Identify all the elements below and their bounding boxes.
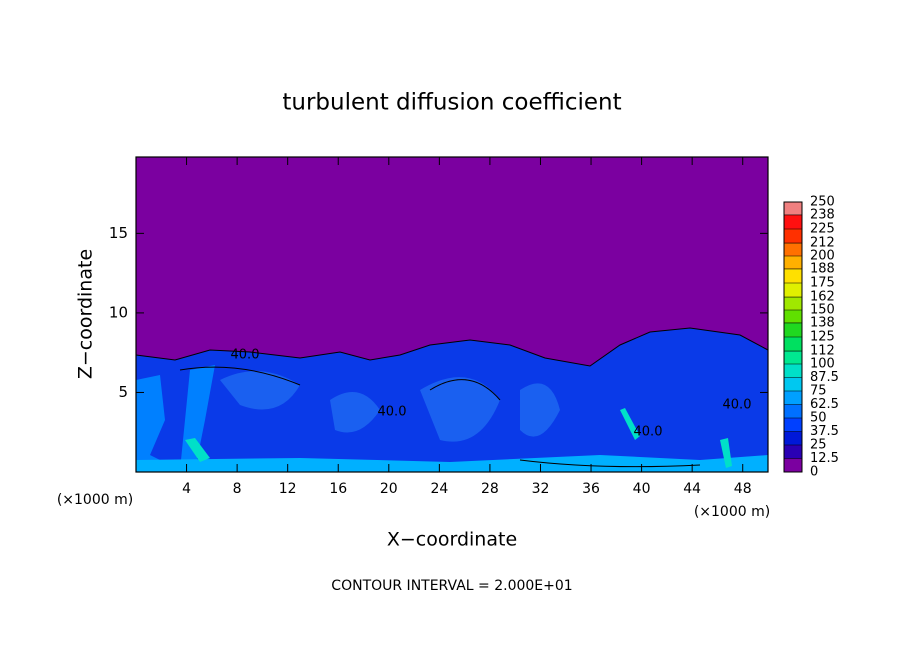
x-tick-label: 40 xyxy=(633,481,651,497)
colorbar-band xyxy=(784,229,802,244)
x-tick-label: 12 xyxy=(279,481,297,497)
colorbar-band xyxy=(784,322,802,337)
colorbar-label: 150 xyxy=(810,303,835,318)
colorbar-band xyxy=(784,458,802,472)
colorbar-label: 62.5 xyxy=(810,397,839,412)
colorbar-label: 125 xyxy=(810,330,835,345)
colorbar-label: 0 xyxy=(810,465,818,480)
colorbar-label: 200 xyxy=(810,249,835,264)
y-tick-label: 10 xyxy=(109,303,128,321)
colorbar-label: 175 xyxy=(810,276,835,291)
x-tick-label: 28 xyxy=(481,481,499,497)
colorbar-label: 238 xyxy=(810,207,835,222)
colorbar-band xyxy=(784,268,802,283)
colorbar-band xyxy=(784,337,802,352)
x-tick-label: 16 xyxy=(329,481,347,497)
colorbar-band xyxy=(784,404,802,418)
field xyxy=(135,157,769,472)
x-tick-label: 4 xyxy=(182,481,191,497)
colorbar-band xyxy=(784,431,802,445)
x-tick-label: 32 xyxy=(532,481,550,497)
colorbar-label: 50 xyxy=(810,411,827,426)
colorbar-label: 162 xyxy=(810,290,835,305)
colorbar-label: 138 xyxy=(810,315,835,330)
y-axis-label: Z−coordinate xyxy=(75,249,97,379)
contour-label: 40.0 xyxy=(378,405,407,420)
x-tick-label: 44 xyxy=(683,481,701,497)
colorbar-label: 212 xyxy=(810,236,835,251)
colorbar-label: 225 xyxy=(810,222,835,237)
contour-label: 40.0 xyxy=(231,348,260,363)
y-tick-label: 15 xyxy=(109,224,128,242)
x-tick-label: 48 xyxy=(734,481,752,497)
contour-label: 40.0 xyxy=(634,425,663,440)
colorbar-band xyxy=(784,214,802,229)
x-axis-label: X−coordinate xyxy=(387,529,517,551)
field-region xyxy=(220,371,560,442)
colorbar-label: 100 xyxy=(810,357,835,372)
colorbar-label: 87.5 xyxy=(810,370,839,385)
colorbar-band xyxy=(784,256,802,269)
colorbar-label: 112 xyxy=(810,344,835,359)
colorbar-label: 250 xyxy=(810,195,835,210)
colorbar-band xyxy=(784,391,802,405)
contour-label: 40.0 xyxy=(723,398,752,413)
y-tick-label: 5 xyxy=(118,383,128,401)
chart-title: turbulent diffusion coefficient xyxy=(282,90,621,116)
colorbar-band xyxy=(784,297,802,310)
field-region xyxy=(136,455,768,472)
colorbar-band xyxy=(784,418,802,432)
x-unit-label: (×1000 m) xyxy=(694,504,770,520)
colorbar-band xyxy=(784,310,802,323)
colorbar-band xyxy=(784,202,802,215)
colorbar-label: 75 xyxy=(810,384,827,399)
colorbar-label: 12.5 xyxy=(810,451,839,466)
colorbar-band xyxy=(784,377,802,391)
x-tick-label: 20 xyxy=(380,481,398,497)
footnote: CONTOUR INTERVAL = 2.000E+01 xyxy=(331,578,572,594)
x-tick-label: 36 xyxy=(582,481,600,497)
colorbar-band xyxy=(784,351,802,364)
colorbar-band xyxy=(784,243,802,256)
x-unit-label: (×1000 m) xyxy=(57,492,133,508)
colorbar-label: 37.5 xyxy=(810,424,839,439)
colorbar-label: 188 xyxy=(810,261,835,276)
colorbar-band xyxy=(784,364,802,378)
contour-line xyxy=(135,327,769,468)
plot-frame xyxy=(135,156,769,473)
x-tick-label: 8 xyxy=(233,481,242,497)
x-tick-label: 24 xyxy=(430,481,448,497)
colorbar-band xyxy=(784,283,802,298)
colorbar-label: 25 xyxy=(810,438,827,453)
colorbar-band xyxy=(784,445,802,459)
